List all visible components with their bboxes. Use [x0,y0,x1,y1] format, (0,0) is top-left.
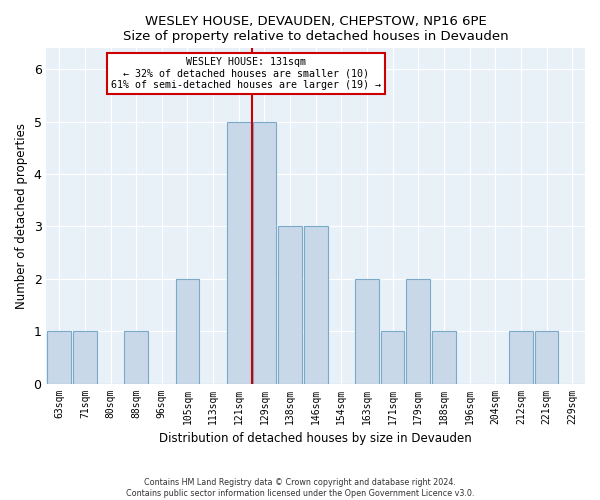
Bar [432,331,456,384]
Bar [227,122,251,384]
Bar [535,331,559,384]
Y-axis label: Number of detached properties: Number of detached properties [15,123,28,309]
Text: WESLEY HOUSE: 131sqm
← 32% of detached houses are smaller (10)
61% of semi-detac: WESLEY HOUSE: 131sqm ← 32% of detached h… [110,56,380,90]
Bar [124,331,148,384]
Bar [509,331,533,384]
X-axis label: Distribution of detached houses by size in Devauden: Distribution of detached houses by size … [160,432,472,445]
Bar [406,279,430,384]
Bar [73,331,97,384]
Bar [47,331,71,384]
Bar [253,122,276,384]
Bar [355,279,379,384]
Bar [176,279,199,384]
Title: WESLEY HOUSE, DEVAUDEN, CHEPSTOW, NP16 6PE
Size of property relative to detached: WESLEY HOUSE, DEVAUDEN, CHEPSTOW, NP16 6… [123,15,509,43]
Text: Contains HM Land Registry data © Crown copyright and database right 2024.
Contai: Contains HM Land Registry data © Crown c… [126,478,474,498]
Bar [381,331,404,384]
Bar [278,226,302,384]
Bar [304,226,328,384]
